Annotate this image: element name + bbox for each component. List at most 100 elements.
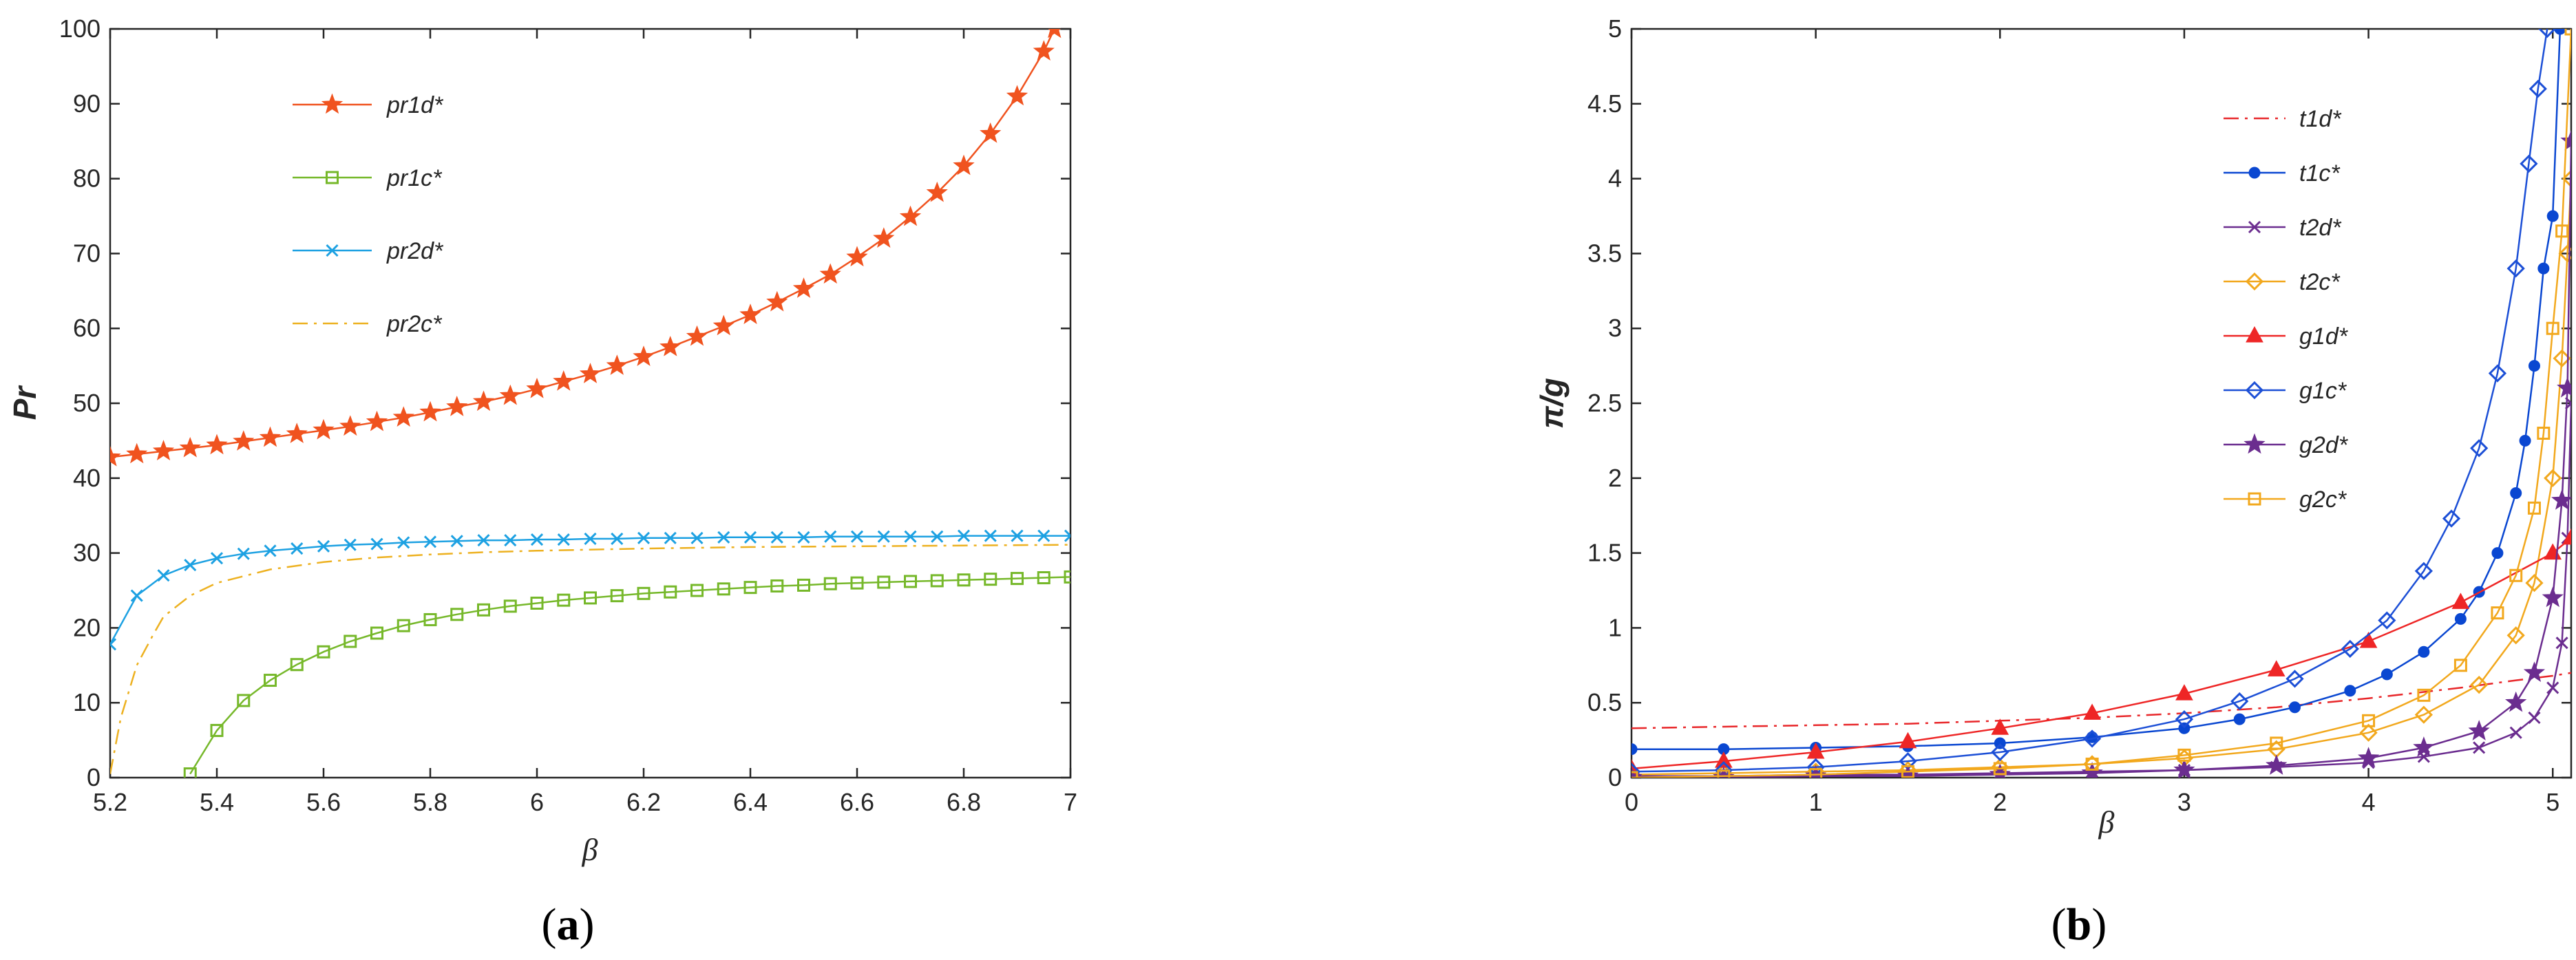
data-point-marker bbox=[184, 558, 197, 572]
data-point-marker bbox=[899, 205, 922, 226]
data-point-marker bbox=[739, 303, 761, 324]
data-point-marker bbox=[286, 423, 308, 443]
data-point-marker bbox=[2233, 713, 2246, 725]
data-point-marker bbox=[2544, 469, 2562, 487]
panel-label: (b) bbox=[2051, 899, 2107, 950]
series-line bbox=[1632, 672, 2571, 729]
y-tick-label: 1 bbox=[1608, 613, 1622, 641]
legend-marker bbox=[2245, 381, 2264, 400]
x-tick-label: 3 bbox=[2177, 788, 2191, 816]
data-point-marker bbox=[2510, 487, 2522, 500]
data-point-marker bbox=[770, 531, 783, 544]
x-tick-label: 6 bbox=[530, 788, 544, 816]
data-point-marker bbox=[290, 658, 304, 672]
data-point-marker bbox=[584, 532, 597, 545]
data-point-marker bbox=[2359, 631, 2378, 648]
data-point-marker bbox=[819, 263, 841, 284]
data-point-marker bbox=[2555, 637, 2568, 650]
data-point-marker bbox=[877, 530, 890, 543]
data-point-marker bbox=[370, 626, 383, 640]
data-point-marker bbox=[499, 384, 521, 405]
y-tick-label: 3.5 bbox=[1587, 239, 1622, 267]
data-point-marker bbox=[557, 593, 571, 607]
data-point-marker bbox=[1809, 768, 1823, 778]
legend: pr1d* pr1c* pr2d* pr2c* bbox=[293, 92, 444, 337]
legend-label: t2c* bbox=[2299, 269, 2341, 295]
data-point-marker bbox=[259, 426, 282, 447]
data-point-marker bbox=[2418, 646, 2430, 658]
data-point-marker bbox=[2267, 660, 2285, 676]
data-point-marker bbox=[953, 154, 975, 175]
data-point-marker bbox=[157, 569, 170, 582]
data-point-marker bbox=[2555, 224, 2569, 238]
data-point-marker bbox=[2175, 710, 2194, 729]
data-point-marker bbox=[370, 537, 383, 551]
legend-label: g1c* bbox=[2299, 378, 2347, 404]
data-point-marker bbox=[664, 531, 677, 544]
legend-marker bbox=[326, 171, 339, 184]
x-tick-label: 6.8 bbox=[947, 788, 981, 816]
data-point-marker bbox=[2470, 675, 2489, 694]
data-point-marker bbox=[2553, 349, 2571, 367]
data-point-marker bbox=[2357, 747, 2380, 767]
series-pr1d-star bbox=[110, 29, 1062, 467]
data-point-marker bbox=[712, 314, 735, 336]
data-point-marker bbox=[1993, 762, 2007, 776]
data-point-marker bbox=[904, 530, 917, 543]
y-tick-label: 30 bbox=[73, 539, 101, 567]
data-point-marker bbox=[931, 530, 944, 543]
series-g1c-star bbox=[1632, 29, 2557, 778]
data-point-marker bbox=[2289, 701, 2301, 714]
legend-item: t1d* bbox=[2224, 106, 2342, 132]
legend-item: t1c* bbox=[2224, 160, 2341, 186]
data-point-marker bbox=[850, 576, 864, 590]
panel-label: (a) bbox=[542, 899, 595, 950]
data-point-marker bbox=[553, 370, 575, 391]
data-point-marker bbox=[233, 430, 255, 451]
data-point-marker bbox=[2362, 714, 2376, 727]
data-point-marker bbox=[824, 530, 837, 543]
data-point-marker bbox=[926, 181, 948, 202]
legend-label: t2d* bbox=[2299, 215, 2342, 241]
data-point-marker bbox=[2529, 79, 2547, 98]
data-point-marker bbox=[2451, 593, 2470, 609]
y-tick-label: 0 bbox=[1608, 763, 1622, 791]
data-point-marker bbox=[344, 538, 357, 551]
data-point-marker bbox=[792, 277, 815, 298]
data-point-marker bbox=[2562, 169, 2571, 188]
data-point-marker bbox=[2525, 573, 2544, 593]
y-axis: 0 10 20 30 40 50 60 70 80 90 100 bbox=[59, 14, 1070, 791]
data-point-marker bbox=[2230, 692, 2249, 711]
legend-item: g1d* bbox=[2224, 323, 2349, 350]
y-tick-label: 0.5 bbox=[1587, 688, 1622, 716]
data-point-marker bbox=[526, 377, 548, 398]
data-point-marker bbox=[2562, 528, 2571, 545]
data-point-marker bbox=[110, 445, 121, 467]
data-point-marker bbox=[2085, 757, 2099, 771]
data-point-marker bbox=[2442, 509, 2461, 528]
legend-label: g2d* bbox=[2299, 432, 2349, 458]
series-line bbox=[1632, 29, 2548, 773]
legend-item: g2d* bbox=[2224, 432, 2349, 458]
data-point-marker bbox=[877, 575, 891, 589]
data-point-marker bbox=[686, 325, 708, 346]
data-point-marker bbox=[957, 529, 971, 542]
data-point-marker bbox=[606, 354, 628, 375]
data-point-marker bbox=[423, 612, 437, 626]
data-point-marker bbox=[2520, 154, 2538, 173]
data-point-marker bbox=[2266, 754, 2288, 775]
legend-item: g1c* bbox=[2224, 378, 2347, 404]
data-point-marker bbox=[2551, 489, 2571, 510]
data-point-marker bbox=[1064, 570, 1070, 584]
x-axis-label: β bbox=[2098, 804, 2115, 840]
data-point-marker bbox=[633, 345, 655, 366]
series-pr2d-star bbox=[110, 529, 1070, 651]
legend-label: t1d* bbox=[2299, 106, 2342, 132]
data-point-marker bbox=[1632, 743, 1638, 756]
data-point-marker bbox=[179, 436, 201, 458]
y-tick-label: 50 bbox=[73, 389, 101, 417]
data-point-marker bbox=[2546, 321, 2559, 335]
data-point-marker bbox=[2519, 434, 2531, 447]
